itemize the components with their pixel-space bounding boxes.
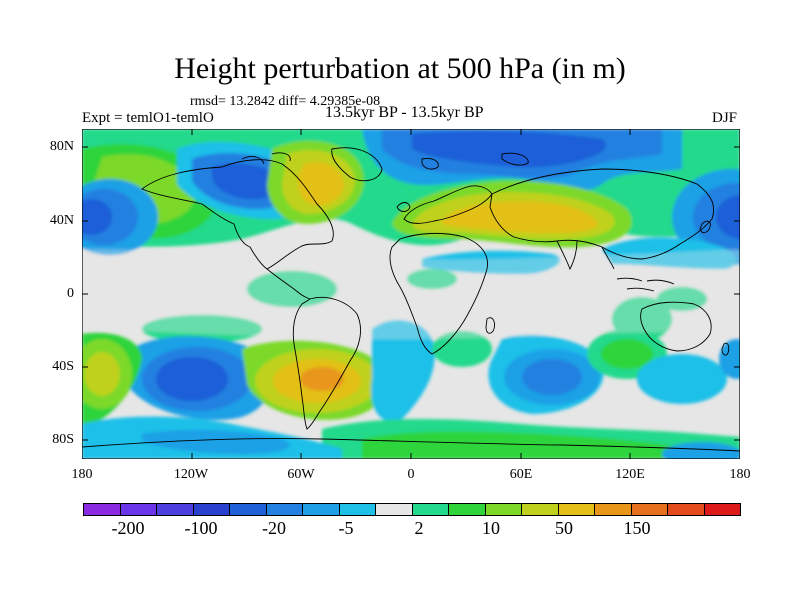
contour-field: [82, 129, 740, 459]
colorbar-swatch: [303, 504, 340, 515]
colorbar-swatch: [376, 504, 413, 515]
colorbar-swatch: [522, 504, 559, 515]
colorbar-label: 50: [555, 518, 573, 538]
period-text: 13.5kyr BP - 13.5kyr BP: [325, 104, 484, 121]
lon-label-120e: 120E: [615, 467, 645, 482]
colorbar-swatch: [193, 504, 230, 515]
colorbar: [83, 503, 741, 516]
colorbar-swatch: [485, 504, 522, 515]
lon-label-0: 0: [407, 467, 415, 482]
lon-label-120w: 120W: [173, 467, 209, 482]
lon-label-180e: 180: [729, 467, 751, 482]
colorbar-swatch: [704, 504, 740, 515]
experiment-label: Expt = temlO1-temlO: [82, 110, 214, 126]
colorbar-label: 10: [482, 518, 500, 538]
colorbar-swatch: [339, 504, 376, 515]
colorbar-swatch: [668, 504, 705, 515]
colorbar-swatch: [230, 504, 267, 515]
lat-label-40s: 40S: [52, 359, 74, 374]
map-panel: [76, 128, 741, 460]
colorbar-label: -20: [262, 518, 286, 538]
lon-label-60e: 60E: [509, 467, 533, 482]
lat-label-80n: 80N: [49, 139, 74, 154]
colorbar-swatch: [84, 504, 121, 515]
colorbar-label: -100: [184, 518, 218, 538]
colorbar-label: 2: [414, 518, 424, 538]
season-label: DJF: [712, 110, 738, 126]
lat-label-80s: 80S: [52, 432, 74, 447]
stats-text: rmsd= 13.2842 diff= 4.29385e-08: [190, 94, 381, 109]
colorbar-swatch: [631, 504, 668, 515]
colorbar-swatch: [449, 504, 486, 515]
plot-title: Height perturbation at 500 hPa (in m): [174, 52, 626, 85]
colorbar-swatch: [595, 504, 632, 515]
lat-label-0: 0: [67, 286, 74, 301]
lat-label-40n: 40N: [49, 213, 74, 228]
colorbar-label: 150: [623, 518, 651, 538]
map-svg: [76, 128, 741, 460]
colorbar-swatch: [120, 504, 157, 515]
colorbar-swatch: [412, 504, 449, 515]
lon-label-180w: 180: [71, 467, 93, 482]
colorbar-label: -5: [338, 518, 354, 538]
coastlines: [82, 147, 740, 452]
colorbar-swatch: [157, 504, 194, 515]
colorbar-swatch: [266, 504, 303, 515]
colorbar-label: -200: [111, 518, 145, 538]
lon-label-60w: 60W: [287, 467, 315, 482]
colorbar-swatch: [558, 504, 595, 515]
